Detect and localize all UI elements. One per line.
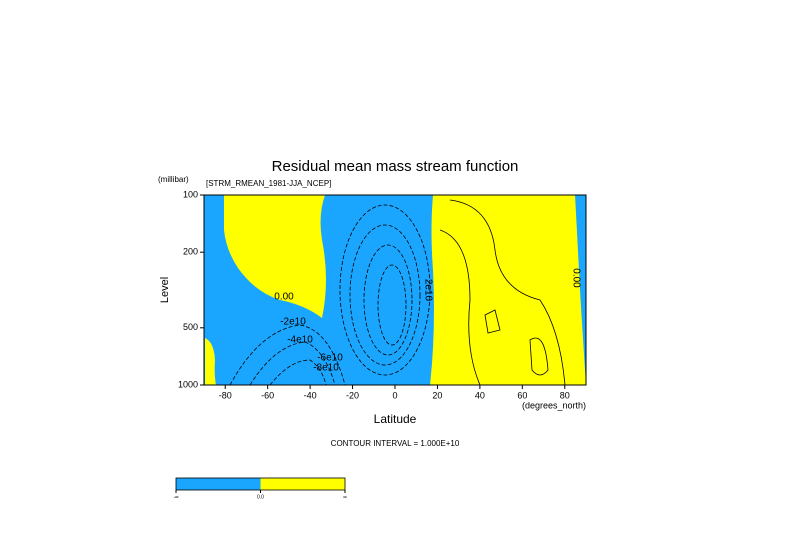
x-axis-label: Latitude [374,412,417,426]
contours [229,199,566,386]
x-tick-label: 20 [432,390,442,400]
colorbar-swatch [176,478,261,490]
x-tick-label: -40 [304,390,317,400]
x-tick-label: -60 [261,390,274,400]
y-tick-label: 1000 [178,379,198,389]
contour-label: 2e10 [422,279,433,302]
contour-label: -4e10 [287,335,313,346]
contour-label: 0.00 [570,268,581,288]
footnote: CONTOUR INTERVAL = 1.000E+10 [331,439,460,448]
y-unit: (millibar) [158,175,189,184]
y-axis-label: Level [159,277,171,303]
x-tick-label: -20 [346,390,359,400]
positive-region [205,338,216,385]
colorbar-label: 0.0 [257,494,264,500]
subtitle: [STRM_RMEAN_1981-JJA_NCEP] [206,179,331,188]
chart-title: Residual mean mass stream function [272,158,519,175]
y-tick-label: 200 [183,247,198,257]
x-tick-label: 60 [517,390,527,400]
x-tick-label: -80 [219,390,232,400]
contour-label: -2e10 [280,317,306,328]
contour-label: -8e10 [313,363,339,374]
positive-region [224,195,326,318]
colorbar-label: ∞ [343,494,347,500]
field [204,195,586,386]
x-tick-label: 0 [392,390,397,400]
colorbar-label: -∞ [173,494,179,500]
y-tick-label: 100 [183,189,198,199]
positive-region [430,195,586,385]
contour-label: -6e10 [317,353,343,364]
x-unit: (degrees_north) [522,400,586,410]
colorbar-swatch [260,478,345,490]
y-tick-label: 500 [183,322,198,332]
x-tick-label: 40 [475,390,485,400]
x-tick-label: 80 [560,390,570,400]
contour-label: 0.00 [274,292,294,303]
